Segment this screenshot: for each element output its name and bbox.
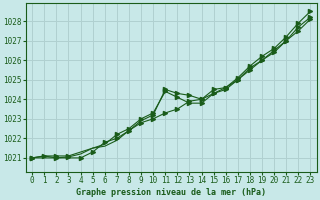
X-axis label: Graphe pression niveau de la mer (hPa): Graphe pression niveau de la mer (hPa) [76,188,266,197]
